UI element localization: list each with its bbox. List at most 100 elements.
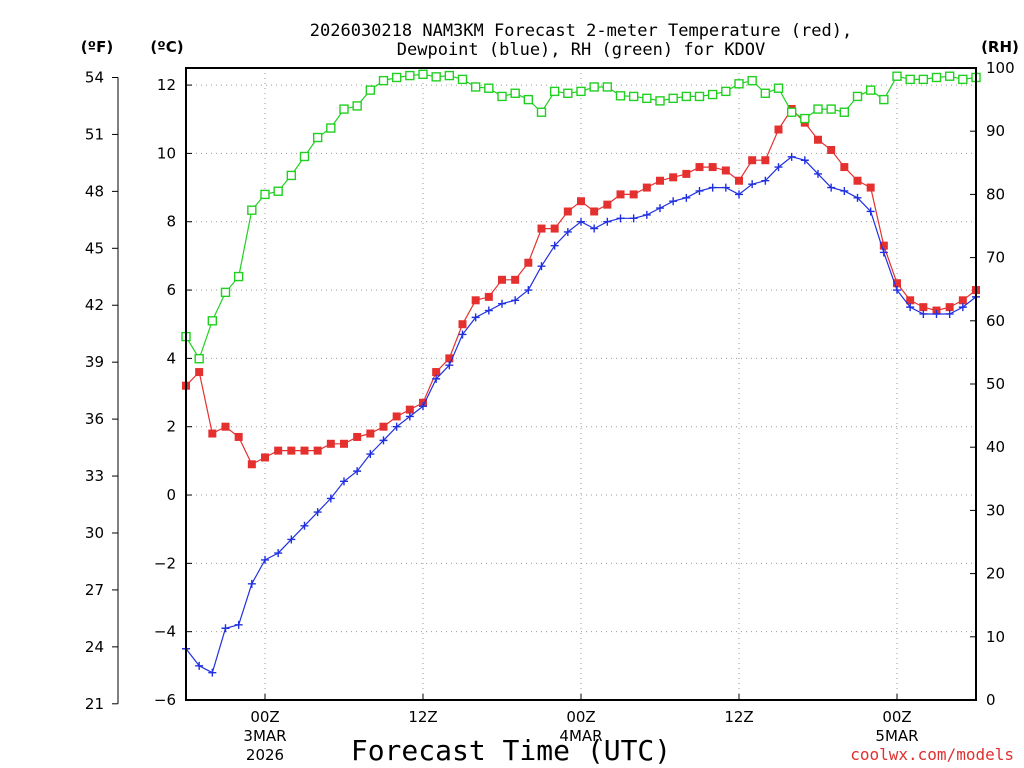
dewpoint-point (840, 186, 849, 195)
dewpoint-point (945, 309, 954, 318)
axis-layer: −6−4−20246810122124273033363942454851540… (85, 59, 1015, 764)
rh-tick-label: 70 (986, 249, 1005, 267)
dewpoint-point (563, 227, 572, 236)
fahrenheit-tick-label: 21 (85, 695, 104, 713)
rh-point (786, 107, 797, 117)
rh-unit-label: (RH) (981, 38, 1019, 56)
fahrenheit-tick-label: 33 (85, 467, 104, 485)
rh-point (892, 71, 902, 81)
rh-point (668, 93, 678, 104)
dewpoint-point (445, 361, 454, 370)
fahrenheit-tick-label: 42 (85, 296, 104, 314)
rh-point (721, 86, 731, 97)
dewpoint-point (379, 436, 388, 445)
time-tick-label: 00Z (566, 708, 595, 726)
fahrenheit-unit-label: (ºF) (81, 38, 113, 56)
rh-point (273, 186, 283, 196)
dewpoint-point (774, 163, 783, 172)
temperature-point (405, 405, 414, 414)
temperature-point (300, 446, 309, 455)
rh-point (352, 101, 362, 111)
rh-point (918, 74, 929, 85)
rh-tick-label: 100 (986, 59, 1015, 77)
rh-point (931, 72, 942, 83)
celsius-tick-label: 4 (166, 349, 176, 367)
temperature-point (445, 354, 454, 363)
temperature-point (840, 163, 849, 172)
temperature-point (669, 173, 678, 182)
temperature-point (379, 422, 388, 431)
dewpoint-point (524, 286, 533, 295)
temperature-point (642, 183, 651, 192)
time-tick-label: 12Z (408, 708, 437, 726)
temperature-point (879, 241, 888, 250)
rh-point (800, 113, 810, 124)
temperature-point (366, 429, 375, 438)
rh-tick-label: 40 (986, 438, 1005, 456)
credit-text: coolwx.com/models (850, 745, 1014, 764)
dewpoint-point (735, 190, 743, 199)
dewpoint-point (893, 286, 901, 295)
temperature-point (629, 190, 638, 199)
rh-tick-label: 80 (986, 185, 1005, 203)
rh-point (457, 74, 468, 85)
grid-layer (186, 68, 976, 701)
rh-tick-label: 20 (986, 565, 1005, 583)
dewpoint-point (827, 183, 836, 192)
celsius-tick-label: −6 (154, 691, 176, 709)
dewpoint-point (300, 521, 309, 530)
rh-tick-label: 50 (986, 375, 1005, 393)
temperature-point (827, 145, 836, 154)
temperature-point (353, 432, 362, 441)
rh-point (734, 79, 744, 89)
rh-point (865, 85, 876, 95)
celsius-tick-label: 12 (157, 76, 176, 94)
rh-point (405, 70, 415, 81)
chart-title-line1: 2026030218 NAM3KM Forecast 2-meter Tempe… (310, 21, 852, 41)
dewpoint-point (656, 204, 664, 213)
rh-point (378, 75, 389, 86)
rh-tick-label: 90 (986, 122, 1005, 140)
temperature-point (326, 439, 335, 448)
fahrenheit-tick-label: 48 (85, 182, 104, 200)
rh-point (602, 82, 613, 92)
temperature-point (234, 432, 243, 441)
temperature-point (498, 275, 506, 284)
dewpoint-point (787, 152, 796, 161)
chart-title-line2: Dewpoint (blue), RH (green) for KDOV (397, 40, 765, 60)
rh-tick-label: 0 (986, 691, 996, 709)
dewpoint-point (353, 467, 362, 476)
temperature-point (511, 275, 520, 284)
temperature-point (432, 368, 441, 377)
dewpoint-line (185, 156, 977, 674)
celsius-tick-label: 10 (157, 144, 176, 162)
rh-point (510, 88, 520, 98)
x-axis-title: Forecast Time (UTC) (351, 734, 671, 767)
fahrenheit-tick-label: 54 (85, 68, 104, 86)
dewpoint-point (261, 555, 269, 564)
rh-point (681, 91, 692, 102)
temperature-point (392, 412, 401, 421)
dewpoint-point (814, 169, 822, 178)
dewpoint-point (577, 217, 585, 226)
dewpoint-point (932, 309, 941, 318)
dewpoint-point (590, 224, 599, 233)
temperature-point (550, 224, 559, 233)
dewpoint-point (616, 214, 625, 223)
temperature-point (774, 125, 783, 134)
temperature-point (287, 446, 296, 455)
dewpoint-point (392, 422, 401, 431)
dewpoint-point (405, 412, 414, 421)
rh-point (365, 85, 376, 95)
rh-point (576, 86, 586, 97)
temperature-point (866, 183, 875, 192)
temperature-point (261, 453, 269, 462)
dewpoint-point (682, 193, 691, 202)
rh-point (707, 89, 718, 100)
rh-point (233, 271, 244, 282)
rh-point (299, 151, 310, 162)
temperature-point (958, 296, 967, 305)
dewpoint-point (906, 303, 915, 312)
dewpoint-point (629, 214, 638, 223)
celsius-unit-label: (ºC) (150, 38, 183, 56)
